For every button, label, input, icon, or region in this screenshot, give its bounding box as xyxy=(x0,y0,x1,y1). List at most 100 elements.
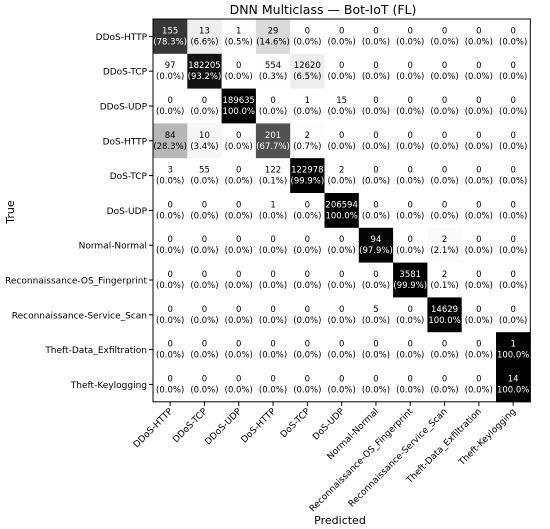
cell-count-label: 0 xyxy=(339,235,344,245)
cell-percent-label: (0.0%) xyxy=(396,351,424,361)
cell-percent-label: (0.0%) xyxy=(328,246,356,256)
cell-percent-label: (0.0%) xyxy=(328,351,356,361)
cell-count-label: 0 xyxy=(476,61,481,71)
cell-percent-label: (0.0%) xyxy=(293,281,321,291)
cell-count-label: 0 xyxy=(202,305,207,315)
cell-percent-label: (0.0%) xyxy=(430,107,458,117)
heatmap-cell xyxy=(427,158,463,194)
heatmap-cell xyxy=(393,227,428,263)
heatmap-cell xyxy=(324,227,360,263)
cell-percent-label: (0.0%) xyxy=(465,211,493,221)
heatmap-cell xyxy=(221,332,257,368)
heatmap-cell xyxy=(427,297,463,333)
heatmap-cell xyxy=(221,158,257,194)
cell-percent-label: (0.0%) xyxy=(396,72,424,82)
cell-percent-label: (3.4%) xyxy=(190,142,218,152)
heatmap-cell xyxy=(427,53,463,89)
cell-percent-label: (97.9%) xyxy=(359,246,393,256)
heatmap-cell xyxy=(153,88,188,124)
heatmap-cell xyxy=(358,88,394,124)
heatmap-cell xyxy=(496,19,531,55)
cell-percent-label: (0.0%) xyxy=(190,107,218,117)
cell-count-label: 0 xyxy=(510,305,515,315)
cell-percent-label: (0.0%) xyxy=(225,281,253,291)
cell-percent-label: (0.0%) xyxy=(362,211,390,221)
cell-percent-label: (0.0%) xyxy=(293,37,321,47)
cell-percent-label: (0.0%) xyxy=(156,351,184,361)
cell-count-label: 0 xyxy=(236,166,241,176)
cell-count-label: 0 xyxy=(373,270,378,280)
cell-count-label: 1 xyxy=(270,200,275,210)
heatmap-cell xyxy=(255,227,291,263)
cell-percent-label: (0.1%) xyxy=(259,177,287,187)
cell-percent-label: (0.0%) xyxy=(328,316,356,326)
cell-count-label: 201 xyxy=(265,131,281,141)
cell-count-label: 0 xyxy=(236,270,241,280)
cell-count-label: 0 xyxy=(305,270,310,280)
cell-percent-label: (0.0%) xyxy=(156,72,184,82)
cell-percent-label: (0.0%) xyxy=(156,177,184,187)
heatmap-cell xyxy=(496,367,531,403)
heatmap-cell xyxy=(255,262,291,298)
heatmap-cell xyxy=(496,193,531,229)
cell-count-label: 182205 xyxy=(188,61,220,71)
cell-percent-label: (100.0%) xyxy=(219,107,258,117)
heatmap-cell xyxy=(221,88,257,124)
cell-percent-label: (0.0%) xyxy=(259,385,287,395)
heatmap-cell xyxy=(187,123,222,159)
cell-count-label: 0 xyxy=(305,200,310,210)
cell-count-label: 189635 xyxy=(223,96,255,106)
cell-percent-label: (0.0%) xyxy=(328,72,356,82)
heatmap-cell xyxy=(153,19,188,55)
heatmap-cell xyxy=(393,193,428,229)
cell-percent-label: (0.7%) xyxy=(293,142,321,152)
heatmap-cell xyxy=(461,297,497,333)
heatmap-cell xyxy=(393,332,428,368)
heatmap-cell xyxy=(255,158,291,194)
heatmap-cell xyxy=(427,123,463,159)
cell-percent-label: (0.0%) xyxy=(465,72,493,82)
cell-count-label: 0 xyxy=(442,26,447,36)
cell-count-label: 0 xyxy=(339,131,344,141)
heatmap-cell xyxy=(324,158,360,194)
heatmap-cell xyxy=(324,19,360,55)
y-tick-label: DoS-HTTP xyxy=(103,137,148,147)
heatmap-cell xyxy=(153,227,188,263)
heatmap-cell xyxy=(324,332,360,368)
cell-percent-label: (0.0%) xyxy=(430,72,458,82)
heatmap-cell xyxy=(393,297,428,333)
cell-count-label: 0 xyxy=(202,235,207,245)
cell-count-label: 0 xyxy=(408,340,413,350)
heatmap-cell xyxy=(461,262,497,298)
heatmap-cell xyxy=(153,193,188,229)
cell-percent-label: (0.0%) xyxy=(328,37,356,47)
cell-percent-label: (0.0%) xyxy=(293,316,321,326)
heatmap-cell xyxy=(358,297,394,333)
heatmap-cell xyxy=(153,262,188,298)
heatmap-cell xyxy=(153,53,188,89)
cell-count-label: 0 xyxy=(510,131,515,141)
y-tick-labels: DDoS-HTTP DDoS-TCP DDoS-UDP DoS-HTTP DoS-TCP… xyxy=(5,33,153,391)
heatmap-cell xyxy=(255,367,291,403)
cell-percent-label: (100.0%) xyxy=(322,211,361,221)
cell-count-label: 0 xyxy=(270,305,275,315)
cell-percent-label: (100.0%) xyxy=(425,316,464,326)
heatmap-cells: 155(78.3%)13(6.6%)1(0.5%)29(14.6%)0(0.0%… xyxy=(153,19,533,403)
heatmap-cell xyxy=(358,158,394,194)
x-tick-label: Theft-Keylogging xyxy=(457,407,519,469)
cell-percent-label: (0.0%) xyxy=(396,246,424,256)
cell-count-label: 14 xyxy=(508,374,519,384)
heatmap-cell xyxy=(221,53,257,89)
cell-count-label: 2 xyxy=(442,235,447,245)
heatmap-cell xyxy=(255,123,291,159)
cell-count-label: 0 xyxy=(408,200,413,210)
cell-count-label: 0 xyxy=(270,270,275,280)
cell-percent-label: (0.0%) xyxy=(225,211,253,221)
cell-count-label: 0 xyxy=(339,340,344,350)
heatmap-cell xyxy=(358,367,394,403)
cell-count-label: 0 xyxy=(373,374,378,384)
heatmap-cell xyxy=(358,123,394,159)
cell-percent-label: (0.0%) xyxy=(362,177,390,187)
heatmap-cell xyxy=(153,158,188,194)
